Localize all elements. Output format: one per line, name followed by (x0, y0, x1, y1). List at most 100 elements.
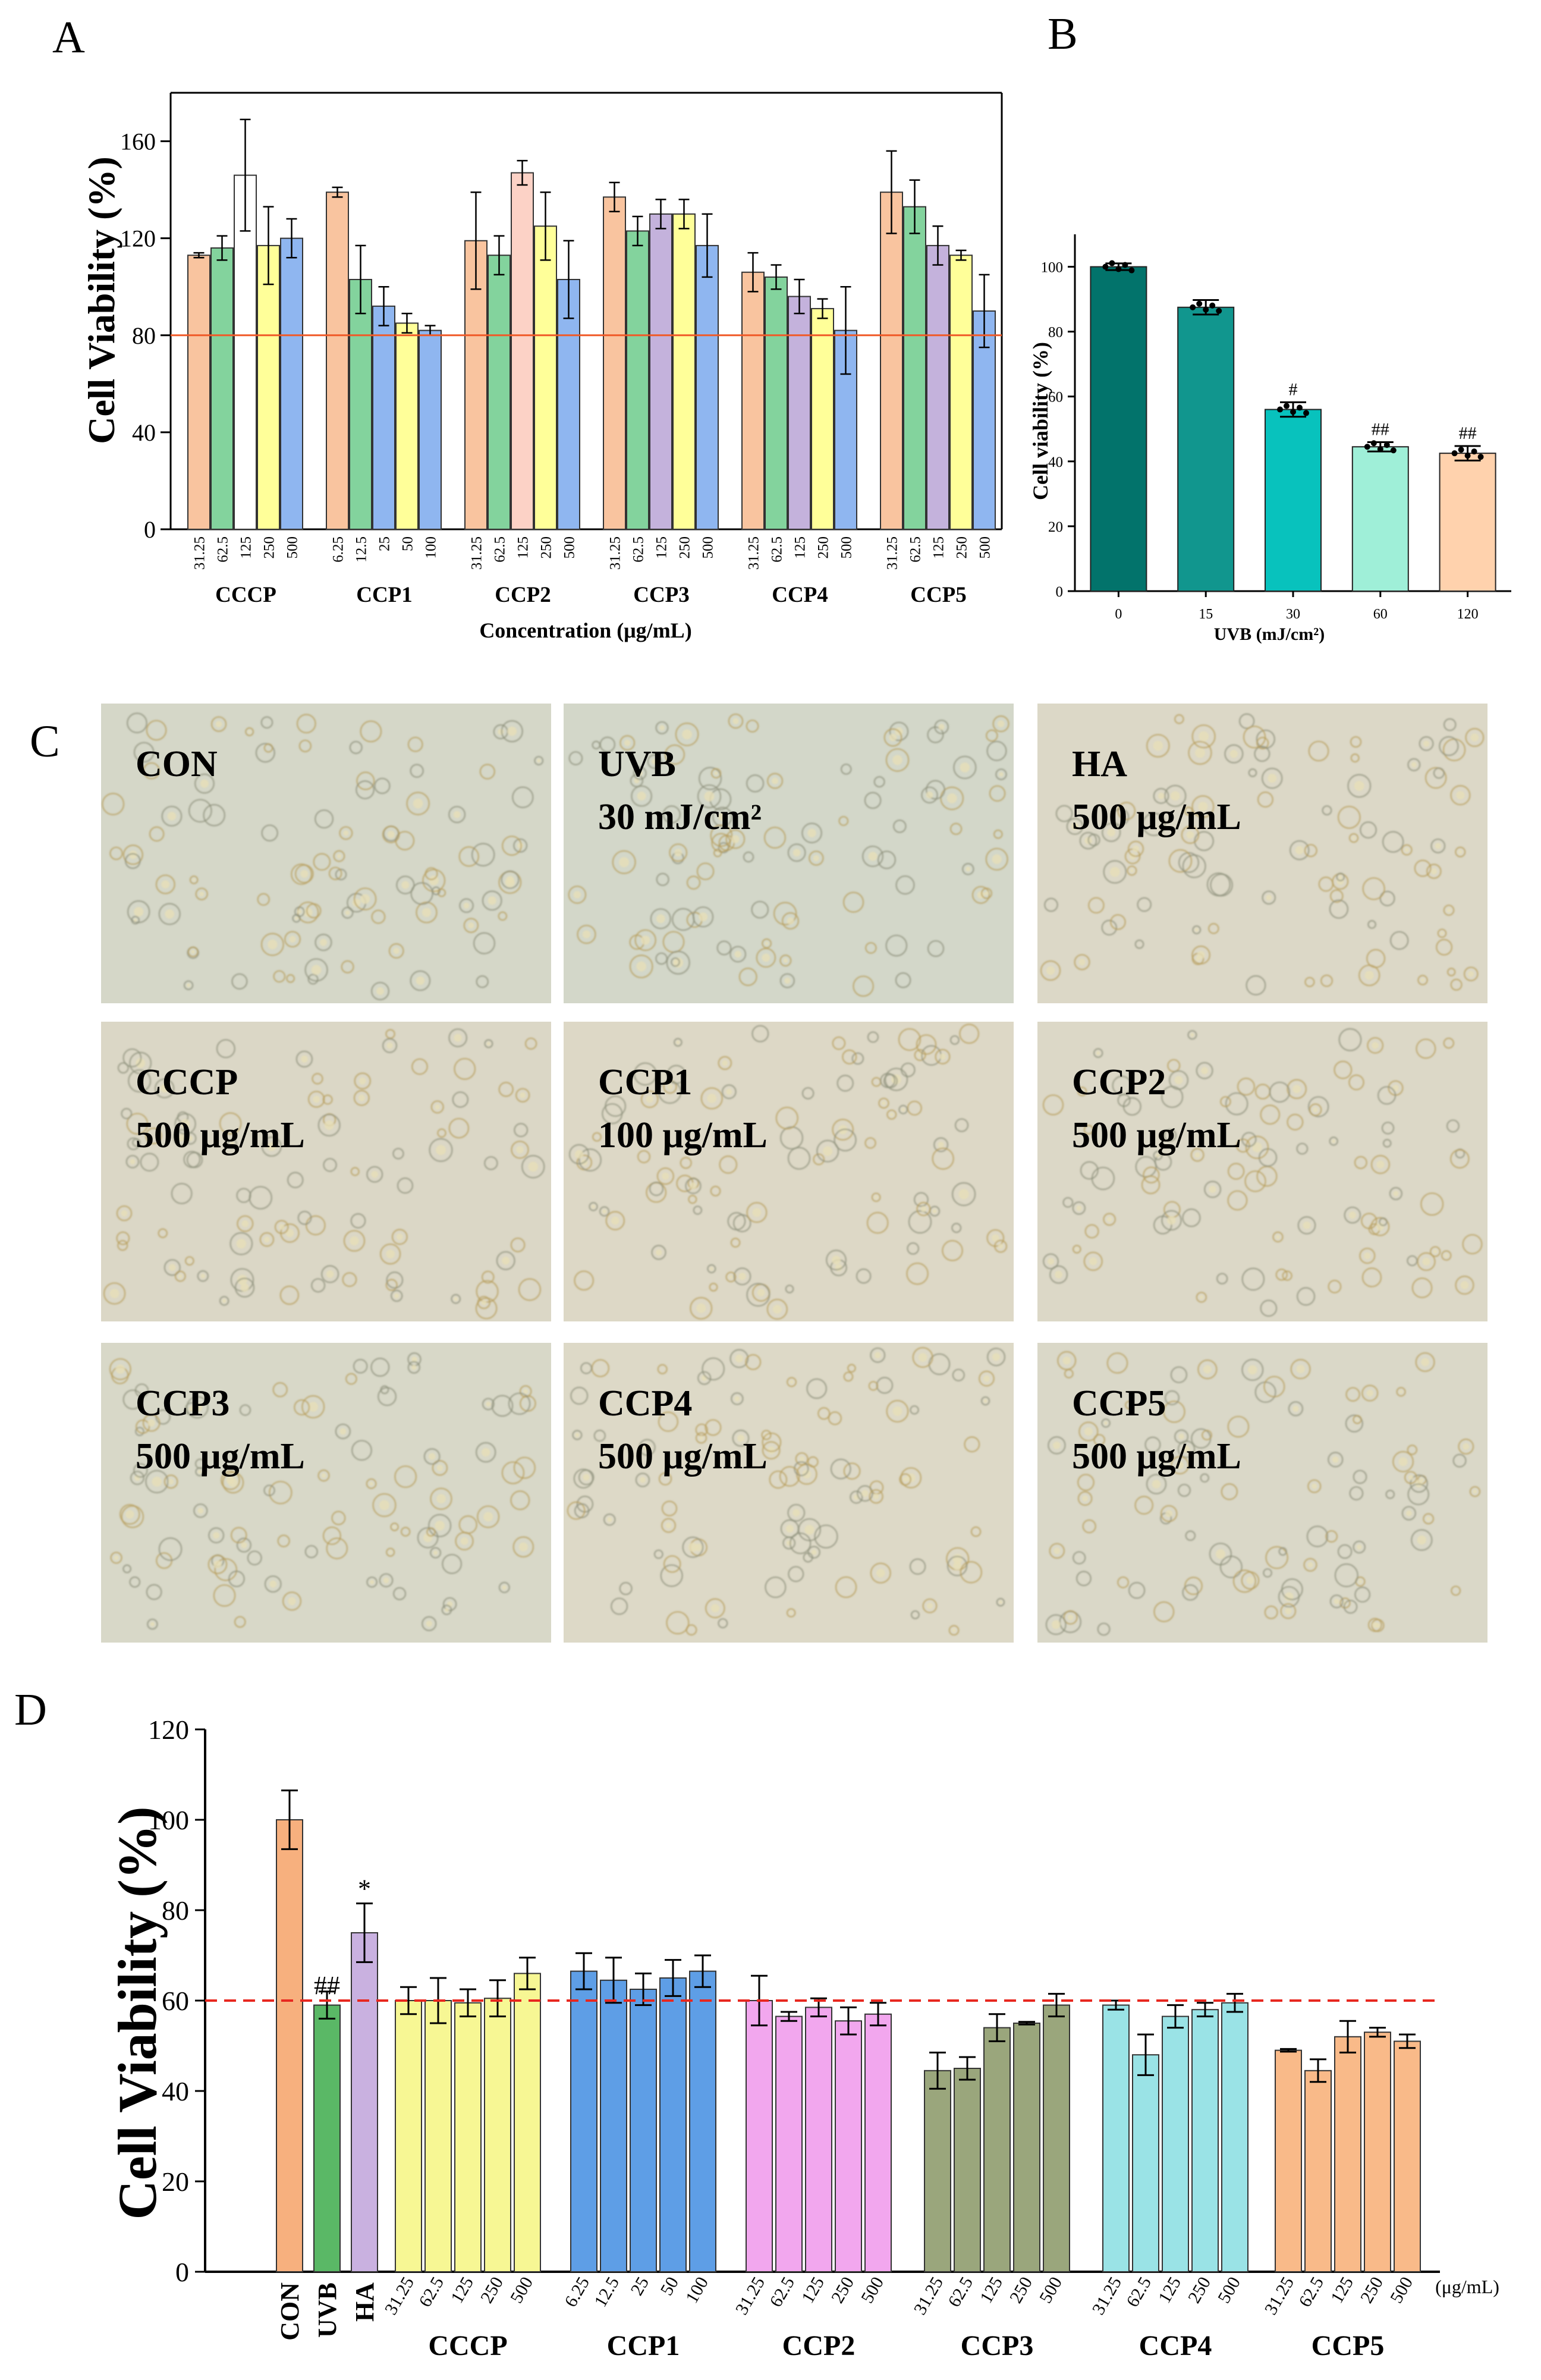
bar-ccp2-31.25 (746, 2000, 773, 2272)
cell (145, 1127, 162, 1145)
cell-nucleus (1354, 780, 1364, 791)
cell (907, 1242, 920, 1255)
cell (989, 785, 1006, 802)
cell (1290, 1359, 1311, 1380)
cell (779, 1466, 800, 1487)
cell (884, 1067, 908, 1091)
cell (743, 851, 754, 863)
cell (185, 1256, 194, 1266)
cell-nucleus (767, 1446, 775, 1455)
cell (746, 720, 759, 733)
cell-nucleus (319, 938, 328, 946)
cell (1275, 1269, 1288, 1281)
bar-cccp-125 (454, 2002, 482, 2273)
cell (953, 755, 977, 780)
cell (567, 1501, 586, 1520)
cell (125, 853, 141, 869)
cell (197, 1270, 209, 1282)
y-tick-label: 20 (1048, 519, 1063, 535)
cell (773, 902, 797, 925)
micrograph-subtitle: 100 μg/mL (598, 1115, 768, 1156)
cell (484, 1156, 498, 1170)
data-point (1297, 404, 1303, 411)
cell (912, 1347, 933, 1368)
bar-ccp5-250 (949, 255, 973, 530)
cell (1437, 928, 1447, 938)
cell-nucleus (1109, 866, 1120, 877)
cell (134, 1383, 149, 1398)
cell-nucleus (892, 755, 902, 765)
x-tick-label: 250 (539, 536, 555, 559)
cell-nucleus (1053, 1547, 1061, 1555)
cell-nucleus (1332, 1139, 1336, 1143)
cell-nucleus (688, 1543, 697, 1552)
cell-nucleus (1106, 1216, 1112, 1222)
cell (633, 766, 647, 780)
cell-nucleus (998, 1244, 1004, 1249)
cell (195, 887, 208, 900)
cell-nucleus (783, 958, 788, 963)
cell (1334, 1060, 1353, 1079)
cell (733, 1267, 751, 1286)
cell (1329, 1594, 1344, 1609)
cell-nucleus (1178, 1433, 1184, 1440)
cell (482, 1398, 495, 1411)
cell (666, 1611, 690, 1635)
cell-nucleus (1046, 966, 1055, 975)
cell (102, 793, 125, 815)
cell (416, 902, 438, 924)
cell (1227, 1190, 1248, 1211)
cell (669, 843, 688, 862)
cell-nucleus (394, 1293, 400, 1298)
cell (1282, 1270, 1292, 1281)
cell (1066, 818, 1084, 835)
cell (326, 1537, 348, 1559)
cell (803, 1552, 813, 1563)
cell (570, 1386, 589, 1405)
cell-nucleus (498, 729, 504, 735)
cell-nucleus (1444, 1253, 1449, 1258)
cell (1196, 1062, 1213, 1079)
cell (1191, 946, 1210, 965)
cell (1370, 1217, 1390, 1236)
cell (1443, 905, 1455, 916)
cell (599, 1206, 610, 1217)
cell (386, 1547, 395, 1557)
cell-nucleus (1104, 1421, 1108, 1425)
cell (1146, 1474, 1167, 1494)
cell (323, 1158, 337, 1172)
data-point (1290, 409, 1296, 415)
cell (1134, 939, 1144, 949)
cell (619, 1582, 633, 1596)
cell (335, 868, 347, 881)
cell (135, 1427, 144, 1436)
cell (476, 975, 489, 988)
cell (730, 1238, 741, 1248)
cell-nucleus (168, 1478, 174, 1485)
cell-nucleus (1152, 1480, 1161, 1489)
x-tick-label: 12.5 (590, 2274, 623, 2310)
cell (410, 882, 433, 905)
cell-nucleus (983, 1399, 988, 1403)
significance-mark: ## (1372, 419, 1389, 439)
cell-nucleus (487, 1042, 490, 1045)
cell-nucleus (1399, 1390, 1403, 1394)
cell (188, 799, 212, 823)
cell-nucleus (468, 922, 474, 929)
bar-ccp2-125 (511, 172, 534, 530)
cell (1452, 1453, 1467, 1468)
cell (379, 1573, 394, 1588)
x-tick-label: 62.5 (944, 2274, 977, 2310)
cell (634, 929, 656, 952)
cell (371, 982, 389, 1000)
cell-nucleus (1078, 959, 1086, 966)
cell (1101, 919, 1117, 935)
cell (458, 846, 479, 867)
cell (838, 816, 849, 826)
cell (237, 1215, 254, 1232)
cell (424, 867, 438, 880)
cell (836, 1075, 854, 1092)
cell (712, 806, 732, 827)
cell (353, 1358, 368, 1374)
cell-nucleus (952, 1562, 962, 1571)
